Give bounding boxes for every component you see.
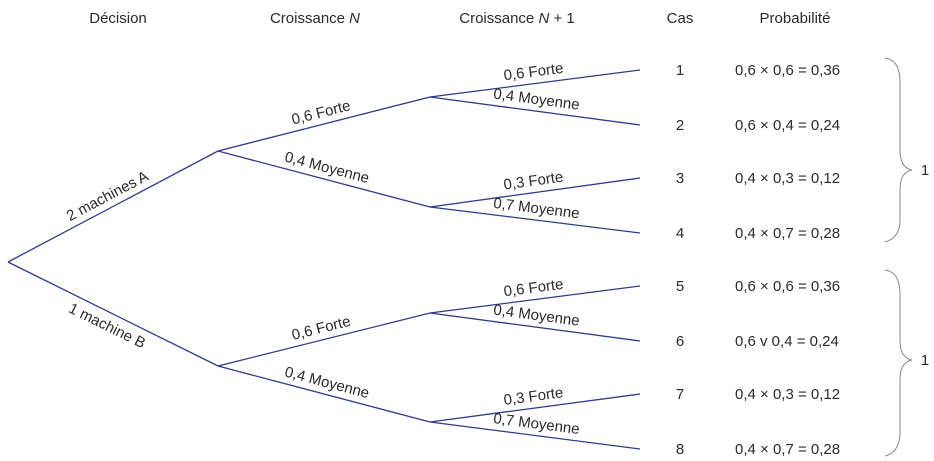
edge-label: 0,7 Moyenne [492,410,580,438]
edge-label: 0,4 Moyenne [492,301,580,329]
header-text: Croissance [270,10,345,27]
header: Probabilité [760,10,831,27]
probability: 0,6 × 0,4 = 0,24 [735,117,840,134]
header: Décision [89,10,147,27]
case-number: 4 [676,225,684,242]
edge-label: 0,7 Moyenne [492,195,580,223]
edge [429,96,641,126]
case-number: 8 [676,441,684,458]
header: Croissance N [270,10,360,27]
header-text: + 1 [553,10,574,27]
edge [429,206,641,234]
edge [429,312,641,342]
case-number: 3 [676,170,684,187]
probability: 0,6 × 0,6 = 0,36 [735,62,840,79]
header: Croissance N + 1 [459,10,575,27]
brace [884,269,913,457]
edge [217,312,431,367]
edge [217,96,431,152]
edge-label: 0,4 Moyenne [283,149,371,188]
edge-label: 2 machines A [64,168,152,225]
case-number: 1 [676,62,684,79]
header-text: Croissance [459,10,534,27]
edge-label: 0,4 Moyenne [492,85,580,113]
edge-label: 1 machine B [66,300,148,352]
edge [429,69,641,98]
brace [884,57,913,243]
edge [7,150,219,263]
probability: 0,4 × 0,7 = 0,28 [735,441,840,458]
probability: 0,6 × 0,6 = 0,36 [735,278,840,295]
case-number: 7 [676,386,684,403]
sum: 1 [921,352,929,369]
header-var: N [349,10,360,27]
header: Cas [667,10,694,27]
probability: 0,4 × 0,3 = 0,12 [735,170,840,187]
edge [7,261,219,367]
case-number: 6 [676,333,684,350]
probability: 0,4 × 0,3 = 0,12 [735,386,840,403]
probability: 0,6 v 0,4 = 0,24 [735,333,839,350]
edge-label: 0,6 Forte [290,97,352,128]
edge [429,177,641,208]
header-var: N [538,10,549,27]
edge [429,393,641,423]
edge [217,365,431,423]
edge-label: 0,4 Moyenne [283,364,371,403]
case-number: 5 [676,278,684,295]
sum: 1 [921,162,929,179]
edge-label: 0,6 Forte [290,313,352,344]
edge [429,421,641,450]
edge [429,285,641,314]
case-number: 2 [676,117,684,134]
probability: 0,4 × 0,7 = 0,28 [735,225,840,242]
edge [217,150,431,208]
